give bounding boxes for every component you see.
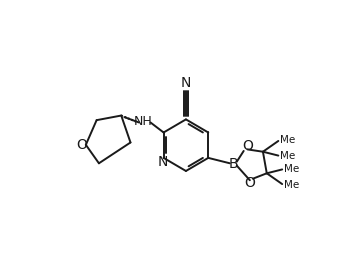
Text: Me: Me — [284, 164, 299, 174]
Text: Me: Me — [284, 180, 299, 190]
Text: O: O — [76, 138, 87, 152]
Text: B: B — [229, 157, 238, 171]
Text: Me: Me — [280, 135, 295, 145]
Text: Me: Me — [280, 151, 295, 161]
Text: O: O — [244, 176, 255, 189]
Text: N: N — [181, 76, 191, 90]
Text: NH: NH — [134, 115, 153, 128]
Text: N: N — [158, 155, 168, 169]
Text: O: O — [242, 139, 253, 153]
